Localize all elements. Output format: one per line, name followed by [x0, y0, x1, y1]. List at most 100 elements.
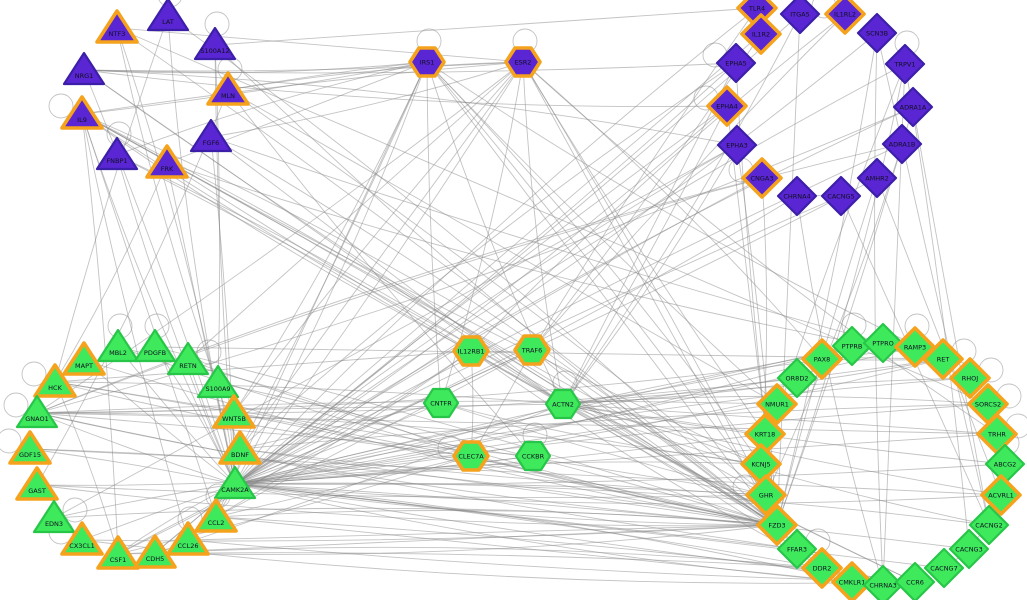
edge-adra1a-gnao1 [36, 106, 914, 414]
node-epha3[interactable]: EPHA3 [716, 124, 758, 166]
node-clec7a[interactable]: CLEC7A [452, 440, 490, 472]
node-itga5[interactable]: ITGA5 [779, 0, 821, 35]
edge-ccl2-cmklr1 [215, 516, 853, 583]
node-epha4[interactable]: EPHA4 [706, 85, 748, 127]
node-gdf15[interactable]: GDF15 [8, 430, 52, 465]
node-abcg2[interactable]: ABCG2 [984, 443, 1026, 485]
node-lat[interactable]: LAT [146, 0, 190, 32]
edge-ccl26-ccr6 [187, 539, 916, 583]
node-il1rl2[interactable]: IL1RL2 [824, 0, 866, 35]
hexagon-shape [513, 334, 551, 366]
edge-itga5-actn2 [562, 13, 801, 405]
diamond-shape [862, 564, 904, 600]
node-adra1b[interactable]: ADRA1B [881, 123, 923, 165]
edge-actn2-acvrl1 [562, 403, 1002, 496]
diamond-shape [856, 157, 898, 199]
edge-mln-ghr [227, 89, 767, 496]
self-loop-il9 [48, 93, 74, 119]
node-csf1[interactable]: CSF1 [96, 535, 140, 570]
diamond-shape [801, 547, 843, 589]
edge-lat-fzd3 [167, 15, 778, 526]
edge-il9-traf6 [81, 113, 533, 351]
diamond-shape [776, 175, 818, 217]
edge-epha3-camk2a [234, 144, 738, 485]
node-epha5[interactable]: EPHA5 [715, 42, 757, 84]
node-mapt[interactable]: MAPT [62, 341, 106, 376]
edge-camk2a-fzd3 [234, 483, 778, 526]
diamond-shape [776, 528, 818, 570]
edge-irs1-camk2a [234, 61, 428, 485]
edge-ccl26-fzd3 [187, 524, 778, 541]
nodes-layer: LATNTF3S100A12NRG1MLNIL9FGF6FNBP1FRKIRS1… [8, 0, 1026, 600]
node-fnbp1[interactable]: FNBP1 [95, 136, 139, 171]
node-adra1a[interactable]: ADRA1A [892, 86, 934, 128]
edge-bdnf-fzd3 [239, 448, 778, 526]
node-traf6[interactable]: TRAF6 [513, 334, 551, 366]
edge-fnbp1-camk2a [116, 154, 236, 485]
diamond-shape [820, 175, 862, 217]
edge-irs1-bdnf [239, 61, 428, 450]
node-cntfr[interactable]: CNTFR [422, 387, 460, 419]
edge-trpv1-fzd3 [776, 63, 906, 526]
node-ptpro[interactable]: PTPRO [862, 322, 904, 364]
node-amhr2[interactable]: AMHR2 [856, 157, 898, 199]
diamond-shape [801, 338, 843, 380]
diamond-shape [831, 561, 873, 600]
edges-layer [29, 7, 1006, 586]
node-edn3[interactable]: EDN3 [32, 499, 76, 534]
node-il12rb1[interactable]: IL12RB1 [452, 335, 490, 367]
diamond-shape [923, 547, 965, 589]
node-pdgfb[interactable]: PDGFB [133, 328, 177, 363]
triangle-shape [33, 363, 77, 398]
node-s100a12[interactable]: S100A12 [193, 26, 237, 61]
diamond-shape [740, 13, 782, 55]
triangle-shape [194, 498, 238, 533]
edge-s100a9-fzd3 [217, 382, 778, 526]
edge-tlr4-traf6 [531, 7, 758, 351]
edge-epha4-camk2a [234, 105, 728, 485]
node-irs1[interactable]: IRS1 [408, 46, 446, 78]
hexagon-shape [452, 440, 490, 472]
edge-il12rb1-hck [54, 350, 472, 383]
diamond-shape [892, 86, 934, 128]
hexagon-shape [514, 440, 552, 472]
node-cckbr[interactable]: CCKBR [514, 440, 552, 472]
node-gast[interactable]: GAST [15, 466, 59, 501]
edge-s100a12-tlr4 [214, 7, 758, 46]
diamond-shape [968, 504, 1010, 546]
triangle-shape [206, 71, 250, 106]
edge-nrg1-epha5 [83, 62, 737, 74]
edge-epha5-bdnf [239, 62, 737, 450]
diamond-shape [824, 0, 866, 35]
edge-gdf15-fzd3 [29, 448, 778, 526]
edge-pdgfb-camk2a [154, 346, 236, 485]
edge-cnga3-gnao1 [36, 177, 763, 414]
edge-cx3cl1-camk2a [81, 483, 236, 541]
edge-esr2-fgf6 [210, 61, 524, 138]
edge-lat-hck [54, 15, 169, 383]
triangle-shape [60, 521, 104, 556]
diamond-shape [706, 85, 748, 127]
diamond-shape [884, 43, 926, 85]
edge-mln-nmur1 [227, 89, 778, 405]
node-ccl2[interactable]: CCL2 [194, 498, 238, 533]
diamond-shape [949, 357, 991, 399]
node-fgf6[interactable]: FGF6 [189, 118, 233, 153]
node-gnao1[interactable]: GNAO1 [15, 394, 59, 429]
node-esr2[interactable]: ESR2 [504, 46, 542, 78]
node-scn3b[interactable]: SCN3B [856, 12, 898, 54]
edge-mbl2-camk2a [117, 346, 236, 485]
node-trpv1[interactable]: TRPV1 [884, 43, 926, 85]
node-ntf3[interactable]: NTF3 [95, 9, 139, 44]
node-nrg1[interactable]: NRG1 [62, 51, 106, 86]
triangle-shape [133, 328, 177, 363]
edge-cntfr-kcnj5 [440, 402, 762, 465]
diamond-shape [856, 12, 898, 54]
node-cacng5[interactable]: CACNG5 [820, 175, 862, 217]
diamond-shape [745, 474, 787, 516]
edge-clec7a-hck [54, 381, 472, 457]
node-actn2[interactable]: ACTN2 [544, 388, 582, 420]
self-loop-edn3 [62, 497, 88, 523]
